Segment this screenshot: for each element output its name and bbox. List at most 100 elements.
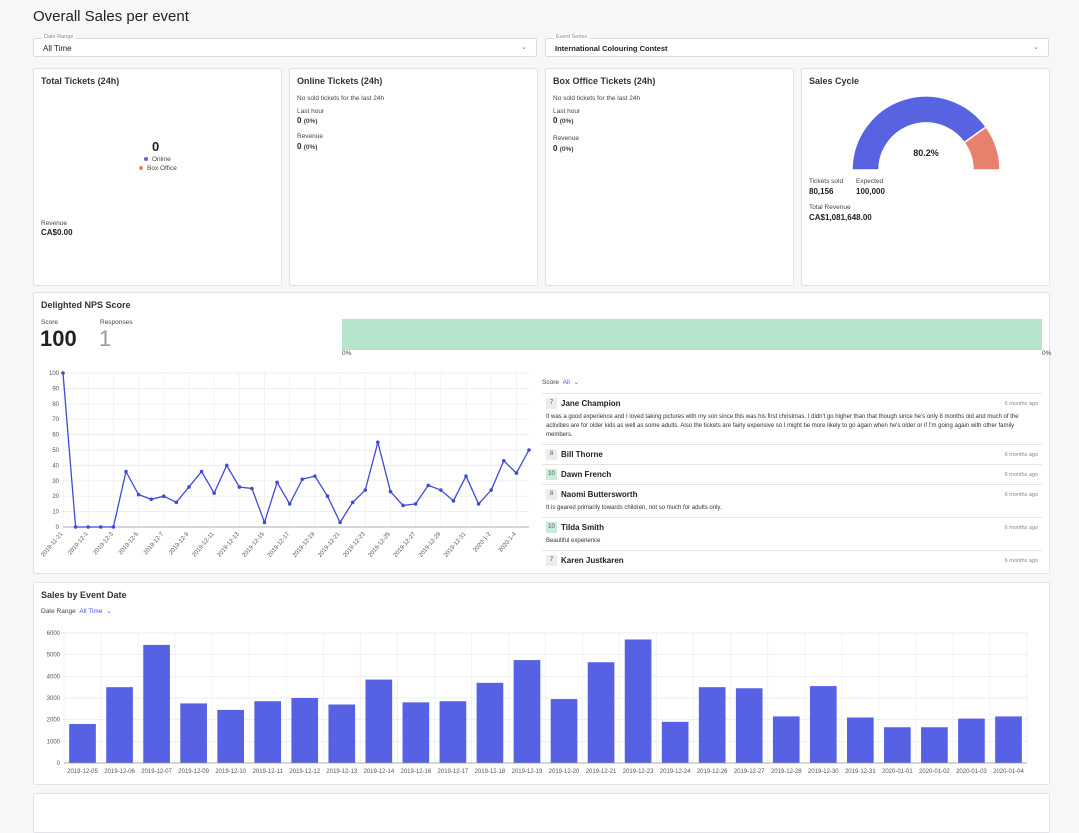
label: Revenue — [297, 133, 324, 140]
review: 10 Tilda Smith 6 months ago Beautiful exper… — [542, 517, 1042, 550]
value: 80,156 — [809, 187, 834, 196]
card-title: Sales Cycle — [809, 76, 860, 86]
bar-label: 0% — [1042, 350, 1052, 357]
filter-label: Event Series — [554, 34, 590, 40]
value: 0 (0%) — [553, 116, 573, 125]
value: 0 — [553, 116, 558, 125]
filter-label: Date Range — [42, 34, 76, 40]
review-score: 8 — [546, 449, 557, 460]
review: 8 Bill Thorne 6 months ago — [542, 444, 1042, 464]
review-score: 7 — [546, 555, 557, 566]
review-text: It was a good experience and I loved tak… — [546, 414, 1019, 438]
value: 0 — [553, 144, 558, 153]
filter-label: Date Range — [41, 608, 76, 615]
review-list: 7 Jane Champion 6 months ago It was a good … — [542, 393, 1042, 570]
value: 0 — [297, 116, 302, 125]
card — [289, 68, 538, 286]
percent: (0%) — [559, 118, 574, 125]
event-series-select[interactable]: Event Series International Colouring Con… — [545, 34, 1049, 57]
dashboard: Overall Sales per event Date Range All T… — [33, 8, 1052, 833]
review-score: 10 — [546, 522, 557, 533]
review-time: 6 months ago — [1004, 400, 1038, 407]
reviewer-name: Naomi Buttersworth — [561, 490, 638, 499]
reviewer-name: Dawn French — [561, 470, 612, 479]
review-time: 6 months ago — [1004, 451, 1038, 458]
card-title: Delighted NPS Score — [41, 300, 131, 310]
reviewer-name: Tilda Smith — [561, 523, 604, 532]
reviewer-name: Jane Champion — [561, 399, 621, 408]
filter[interactable]: Score All ⌄ — [542, 379, 579, 386]
legend-item: Online — [144, 156, 171, 163]
review-score: 10 — [546, 469, 557, 480]
filter-label: Score — [542, 379, 559, 386]
legend-label: Online — [152, 156, 171, 163]
card — [33, 582, 1050, 785]
percent: (0%) — [303, 118, 318, 125]
card-title: Total Tickets (24h) — [41, 76, 120, 86]
review-header: 7 Jane Champion 6 months ago — [546, 398, 1038, 409]
review: 7 Jane Champion 6 months ago It was a good … — [542, 393, 1042, 444]
filter-value: All Time — [43, 44, 72, 53]
review-header: 7 Karen Justkaren 6 months ago — [546, 555, 1038, 566]
review-time: 6 months ago — [1004, 471, 1038, 478]
card-title: Online Tickets (24h) — [297, 76, 383, 86]
total-value: 0 — [152, 139, 160, 154]
card-title: Box Office Tickets (24h) — [553, 76, 656, 86]
date-range-select[interactable]: Date Range All Time ⌄ — [33, 34, 537, 57]
card-title: Sales by Event Date — [41, 590, 127, 600]
label: Last hour — [553, 108, 581, 115]
review-text: Beautiful experience — [546, 538, 601, 544]
bar-label: 0% — [342, 350, 352, 357]
note: No sold tickets for the last 24h — [553, 95, 641, 102]
card — [33, 68, 282, 286]
percent: (0%) — [559, 146, 574, 153]
card — [33, 793, 1050, 833]
chevron: ⌄ — [521, 44, 527, 51]
review: 7 Karen Justkaren 6 months ago — [542, 550, 1042, 570]
review: 10 Dawn French 6 months ago — [542, 464, 1042, 484]
value: 0 (0%) — [297, 142, 317, 151]
review-header: 10 Dawn French 6 months ago — [546, 469, 1038, 480]
value: CA$0.00 — [41, 228, 73, 237]
label: Total Revenue — [809, 204, 851, 211]
responses: 1 — [99, 326, 112, 351]
review: 8 Naomi Buttersworth 6 months ago It is gea… — [542, 484, 1042, 517]
review-header: 8 Naomi Buttersworth 6 months ago — [546, 489, 1038, 500]
value: 0 (0%) — [297, 116, 317, 125]
value: 0 — [297, 142, 302, 151]
label: Last hour — [297, 108, 325, 115]
value: 0 (0%) — [553, 144, 573, 153]
value: 100,000 — [856, 187, 885, 196]
percent: (0%) — [303, 144, 318, 151]
reviewer-name: Karen Justkaren — [561, 556, 624, 565]
label: Revenue — [41, 220, 68, 227]
review-score: 7 — [546, 398, 557, 409]
label: Responses — [100, 319, 133, 326]
review-header: 8 Bill Thorne 6 months ago — [546, 449, 1038, 460]
review-score: 8 — [546, 489, 557, 500]
note: No sold tickets for the last 24h — [297, 95, 385, 102]
filter-value: All Time — [79, 608, 103, 615]
page-title: Overall Sales per event — [33, 8, 189, 25]
label: Score — [41, 319, 58, 326]
review-time: 6 months ago — [1004, 491, 1038, 498]
legend-item: Box Office — [139, 165, 177, 172]
chevron: ⌄ — [1033, 44, 1039, 51]
score: 100 — [40, 326, 77, 351]
value: CA$1,081,648.00 — [809, 213, 872, 222]
card — [801, 68, 1050, 286]
card — [545, 68, 794, 286]
label: Expected — [856, 178, 884, 185]
filter-value: International Colouring Contest — [555, 44, 668, 53]
label: Revenue — [553, 135, 580, 142]
legend-label: Box Office — [147, 165, 177, 172]
review-time: 6 months ago — [1004, 557, 1038, 564]
filter-value: All — [562, 379, 570, 386]
reviewer-name: Bill Thorne — [561, 450, 603, 459]
review-text: It is geared primarily towards children,… — [546, 505, 722, 511]
nps-bar — [342, 319, 1042, 350]
review-time: 6 months ago — [1004, 524, 1038, 531]
review-header: 10 Tilda Smith 6 months ago — [546, 522, 1038, 533]
filter[interactable]: Date Range All Time ⌄ — [41, 608, 112, 615]
label: Tickets sold — [809, 178, 844, 185]
